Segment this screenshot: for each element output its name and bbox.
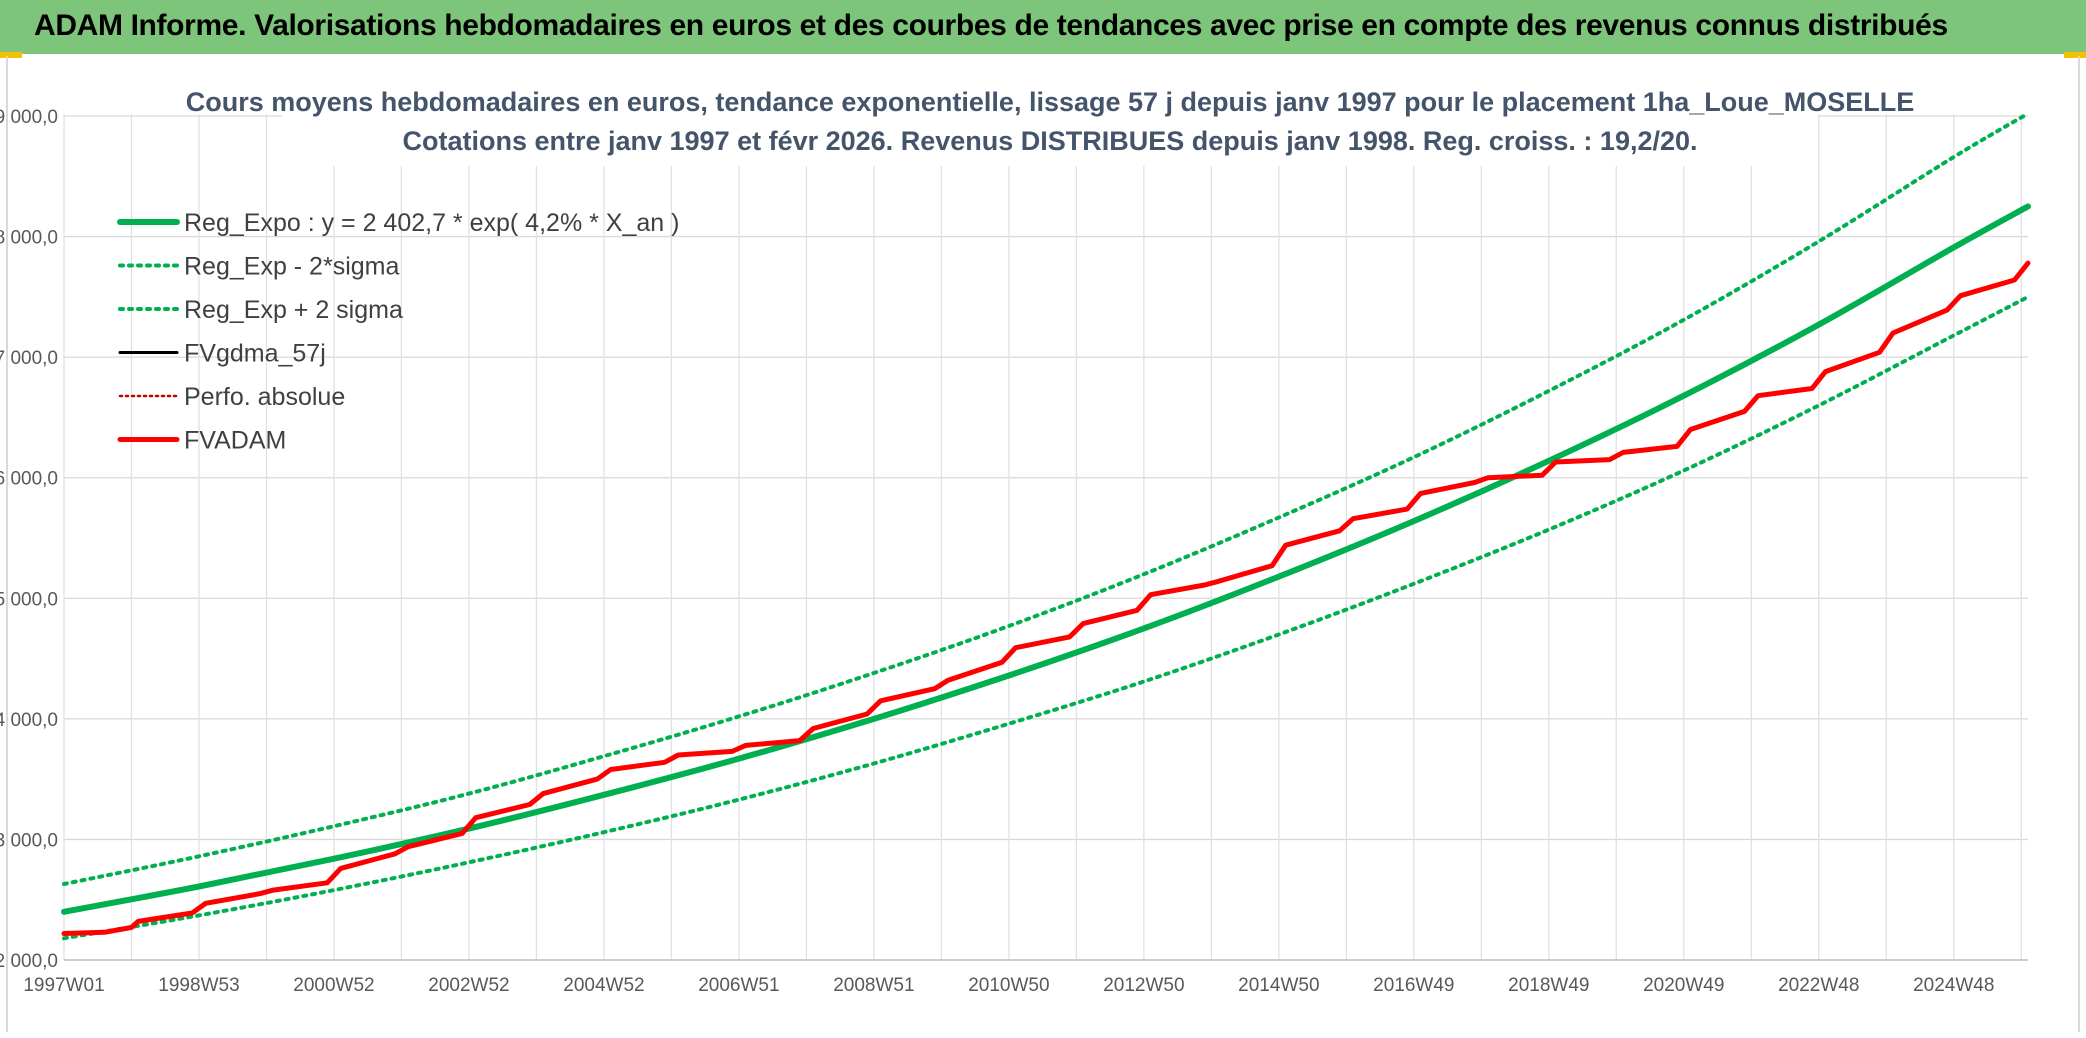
series-reg-minus-2sigma [62, 294, 2030, 941]
x-tick-label: 2010W50 [968, 975, 1049, 996]
title-background [282, 86, 1818, 166]
x-tick-label: 2004W52 [563, 975, 644, 996]
chart-legend: Reg_Expo : y = 2 402,7 * exp( 4,2% * X_a… [117, 209, 679, 455]
series-fvadam [61, 260, 2031, 936]
corner-marker-left [0, 52, 22, 58]
legend-label: Reg_Exp - 2*sigma [184, 253, 399, 281]
y-tick-label: 8 000,0 [0, 228, 58, 249]
chart-frame [6, 56, 2080, 1032]
x-tick-label: 2008W51 [833, 975, 914, 996]
legend-label: Perfo. absolue [184, 383, 345, 411]
y-tick-label: 4 000,0 [0, 710, 58, 731]
legend-label: Reg_Expo : y = 2 402,7 * exp( 4,2% * X_a… [184, 209, 679, 237]
x-tick-label: 1997W01 [23, 975, 104, 996]
series-reg-expo [61, 203, 2031, 915]
x-tick-label: 2002W52 [428, 975, 509, 996]
legend-label: Reg_Exp + 2 sigma [184, 296, 403, 324]
x-tick-label: 2024W48 [1913, 975, 1994, 996]
page-title: ADAM Informe. Valorisations hebdomadaire… [34, 9, 1948, 42]
y-tick-label: 7 000,0 [0, 348, 58, 369]
x-tick-label: 2020W49 [1643, 975, 1724, 996]
y-tick-label: 6 000,0 [0, 469, 58, 490]
x-tick-label: 2022W48 [1778, 975, 1859, 996]
x-tick-label: 2014W50 [1238, 975, 1319, 996]
x-tick-label: 2018W49 [1508, 975, 1589, 996]
x-tick-label: 2000W52 [293, 975, 374, 996]
chart-subtitle: Cotations entre janv 1997 et févr 2026. … [402, 126, 1697, 156]
y-tick-label: 2 000,0 [0, 951, 58, 972]
series-reg-plus-2sigma [62, 111, 2030, 886]
y-axis-ticks: 2 000,0 3 000,0 4 000,0 5 000,0 6 000,0 7 000… [0, 107, 58, 972]
y-tick-label: 5 000,0 [0, 589, 58, 610]
x-tick-label: 2016W49 [1373, 975, 1454, 996]
chart-series [61, 111, 2031, 941]
x-tick-label: 2006W51 [698, 975, 779, 996]
x-tick-label: 1998W53 [158, 975, 239, 996]
y-tick-label: 3 000,0 [0, 830, 58, 851]
chart-grid [63, 114, 2028, 961]
legend-label: FVgdma_57j [184, 340, 326, 368]
page-banner: ADAM Informe. Valorisations hebdomadaire… [0, 0, 2086, 54]
chart-title: Cours moyens hebdomadaires en euros, ten… [186, 87, 1915, 117]
x-tick-label: 2012W50 [1103, 975, 1184, 996]
legend-label: FVADAM [184, 427, 286, 455]
x-axis-ticks: 1997W01 1998W53 2000W52 2002W52 2004W52 2006W… [23, 975, 1994, 996]
corner-marker-right [2064, 52, 2086, 58]
y-tick-label: 9 000,0 [0, 107, 58, 128]
